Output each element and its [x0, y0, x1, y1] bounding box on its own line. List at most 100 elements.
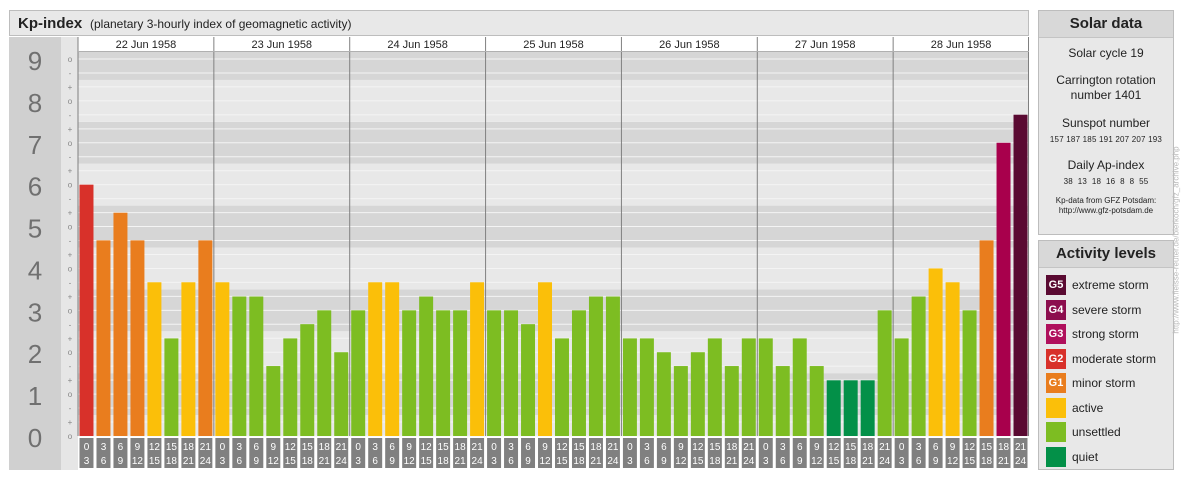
kp-bar: [283, 338, 298, 436]
hour-cell: [690, 438, 705, 468]
hour-end-label: 3: [220, 456, 226, 467]
kp-bar: [673, 366, 688, 436]
solar-data-title: Solar data: [1039, 11, 1173, 38]
kp-bar: [436, 310, 451, 436]
kp-bar: [1013, 114, 1028, 437]
kp-bar: [402, 310, 417, 436]
hour-cell: [96, 438, 111, 468]
kp-bar: [894, 338, 909, 436]
kp-bar: [147, 282, 162, 436]
ap-index-values: 38 13 18 16 8 8 55: [1063, 177, 1149, 186]
y-tick-label: 2: [28, 339, 42, 369]
legend-swatch: [1046, 446, 1066, 467]
legend-swatch: [1046, 422, 1066, 442]
legend-label: severe storm: [1072, 302, 1142, 317]
hour-end-label: 3: [763, 456, 769, 467]
hour-cell: [249, 438, 264, 468]
kp-bar: [911, 296, 926, 436]
chart-subtitle: (planetary 3-hourly index of geomagnetic…: [90, 17, 352, 31]
hour-start-label: 6: [525, 442, 531, 453]
legend-label: quiet: [1072, 449, 1099, 464]
hour-end-label: 3: [84, 456, 90, 467]
hour-start-label: 3: [372, 442, 378, 453]
kp-bar: [232, 296, 247, 436]
kp-bar: [571, 310, 586, 436]
hour-start-label: 21: [336, 442, 348, 453]
legend-swatch: G5: [1046, 275, 1066, 295]
hour-end-label: 24: [879, 456, 891, 467]
hour-end-label: 6: [644, 456, 650, 467]
hour-end-label: 24: [743, 456, 755, 467]
kp-bar: [979, 240, 994, 436]
kp-bar: [351, 310, 366, 436]
hour-cell: [300, 438, 315, 468]
hour-end-label: 9: [525, 456, 531, 467]
hour-cell: [368, 438, 383, 468]
hour-end-label: 24: [200, 456, 212, 467]
y-tick-label: 5: [28, 214, 42, 244]
y-tick-label: 1: [28, 381, 42, 411]
kp-bar: [656, 352, 671, 436]
y-minor-tick: o: [68, 139, 73, 148]
y-tick-label: 7: [28, 130, 42, 160]
kp-bar: [860, 380, 875, 436]
legend-label: active: [1072, 400, 1104, 415]
day-label: 23 Jun 1958: [252, 39, 313, 51]
y-band: [78, 52, 1029, 80]
hour-end-label: 3: [627, 456, 633, 467]
hour-end-label: 21: [183, 456, 195, 467]
day-label: 28 Jun 1958: [931, 39, 992, 51]
hour-cell: [605, 438, 620, 468]
hour-cell: [521, 438, 536, 468]
y-minor-tick: +: [68, 250, 73, 259]
y-minor-tick: -: [69, 320, 72, 329]
solar-cycle: Solar cycle 19: [1068, 46, 1144, 60]
y-minor-tick: +: [68, 418, 73, 427]
hour-cell: [860, 438, 875, 468]
ap-index-title: Daily Ap-index: [1067, 158, 1145, 172]
hour-start-label: 0: [763, 442, 769, 453]
hour-start-label: 18: [455, 442, 467, 453]
hour-cell: [571, 438, 586, 468]
hour-end-label: 3: [355, 456, 361, 467]
hour-end-label: 12: [675, 456, 687, 467]
hour-start-label: 18: [862, 442, 874, 453]
hour-end-label: 15: [149, 456, 161, 467]
legend-label: minor storm: [1072, 376, 1136, 390]
hour-end-label: 18: [166, 456, 178, 467]
hour-cell: [453, 438, 468, 468]
hour-start-label: 6: [254, 442, 260, 453]
legend-swatch: [1046, 397, 1066, 418]
kp-bar: [996, 142, 1011, 436]
y-minor-tick: +: [68, 167, 73, 176]
legend-swatch: G2: [1046, 348, 1066, 369]
hour-start-label: 0: [491, 442, 497, 453]
sunspot-values: 157 187 185 191 207 207 193: [1049, 135, 1163, 144]
hour-start-label: 15: [981, 442, 993, 453]
hour-end-label: 24: [1015, 456, 1027, 467]
hour-start-label: 9: [271, 442, 277, 453]
kp-bar: [809, 366, 824, 436]
hour-end-label: 9: [933, 456, 939, 467]
hour-end-label: 12: [947, 456, 959, 467]
y-minor-tick: o: [68, 55, 73, 64]
hour-end-label: 21: [998, 456, 1010, 467]
kp-index-chart: 22 Jun 1958 23 Jun 1958 24 Jun 1958 25 Jun …: [9, 37, 1029, 470]
y-minor-tick: o: [68, 181, 73, 190]
kp-bar: [385, 282, 400, 436]
hour-cell: [639, 438, 654, 468]
day-label: 24 Jun 1958: [387, 39, 448, 51]
hour-start-label: 12: [828, 442, 840, 453]
hour-end-label: 6: [101, 456, 107, 467]
kp-bar: [487, 310, 502, 436]
hour-cell: [198, 438, 213, 468]
hour-cell: [504, 438, 519, 468]
legend-swatch: G4: [1046, 299, 1066, 320]
hour-cell: [555, 438, 569, 468]
hour-start-label: 18: [726, 442, 738, 453]
hour-cell: [707, 438, 722, 468]
hour-start-label: 3: [780, 442, 786, 453]
hour-end-label: 3: [491, 456, 497, 467]
y-tick-label: 4: [28, 255, 42, 285]
hour-start-label: 9: [950, 442, 956, 453]
